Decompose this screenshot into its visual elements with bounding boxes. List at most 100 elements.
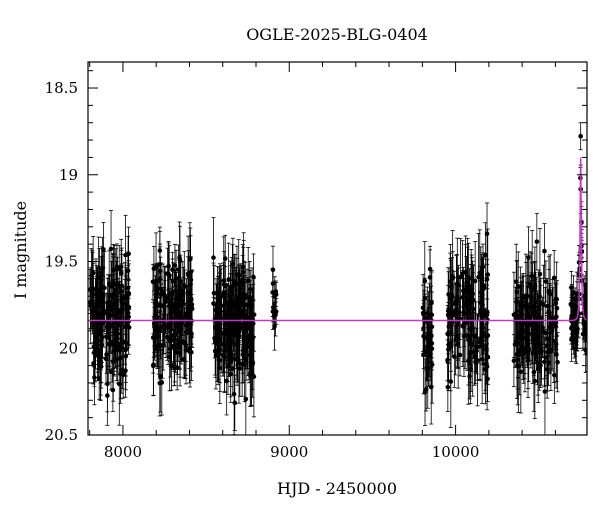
data-marker [241,302,247,307]
data-marker [250,361,255,367]
data-point [251,253,256,301]
data-point [477,320,483,364]
y-tick-label: 18.5 [45,79,78,97]
data-point [583,271,587,299]
data-marker [221,278,227,283]
data-marker [535,323,540,329]
data-marker [123,252,128,258]
data-point [212,326,218,376]
data-marker [511,312,517,318]
data-marker [157,276,163,282]
data-marker [455,334,461,339]
data-point [421,315,426,357]
plot-frame [87,61,588,436]
data-point [92,302,98,383]
data-point [484,202,490,266]
data-point [90,272,95,330]
data-marker [534,239,540,244]
data-marker [480,308,486,314]
data-marker [446,347,451,352]
data-marker [483,252,488,258]
data-marker [234,342,240,347]
data-point [457,333,463,377]
data-marker [117,381,122,387]
data-marker [542,248,547,254]
data-marker [230,313,235,319]
data-point [216,266,222,329]
data-marker [118,264,124,270]
x-tick-label: 8000 [104,443,142,461]
data-marker [160,343,165,349]
data-marker [448,279,453,284]
data-marker [542,389,548,394]
data-marker [537,294,543,299]
data-point [473,339,478,385]
data-marker [124,322,130,327]
data-point [452,325,457,388]
data-marker [545,303,550,309]
data-marker [423,349,429,354]
data-point [171,328,176,364]
chart-title: OGLE-2025-BLG-0404 [246,25,428,44]
data-marker [485,272,491,277]
data-point [104,335,109,374]
data-point [105,365,110,426]
data-marker [177,342,183,348]
data-marker [484,231,490,237]
data-point [542,223,547,279]
data-marker [171,332,177,338]
data-marker [104,352,109,357]
data-marker [552,372,557,378]
data-marker [237,299,243,305]
data-marker [553,301,559,306]
data-marker [270,281,276,286]
data-marker [477,339,483,345]
data-point [448,303,454,382]
data-point [113,284,119,349]
data-marker [213,339,218,344]
data-marker [122,296,128,301]
data-point [222,321,227,393]
data-marker [126,290,132,296]
data-marker [211,290,217,296]
data-marker [545,336,550,342]
data-point [478,265,483,340]
data-point [429,270,434,336]
data-point [227,296,232,363]
data-point [240,274,246,348]
data-point [172,243,178,287]
data-point [531,332,537,412]
data-marker [232,400,238,406]
data-marker [578,133,583,139]
data-marker [170,267,175,272]
data-marker [118,309,124,315]
data-marker [106,329,112,335]
data-marker [247,295,253,300]
data-marker [211,301,216,306]
data-marker [153,264,159,269]
data-marker [165,271,170,276]
data-marker [95,347,101,353]
data-marker [96,376,102,381]
data-marker [478,300,483,306]
data-marker [445,357,450,363]
data-point [451,270,457,337]
data-point [183,305,189,347]
data-point [535,293,540,359]
data-marker [422,295,428,301]
data-point [189,300,194,368]
data-marker [555,359,560,365]
data-point [124,298,130,351]
data-point [165,297,171,353]
data-point [157,349,163,417]
data-marker [175,314,181,319]
data-point [578,122,583,151]
data-point [237,267,243,337]
data-marker [162,297,168,303]
data-marker [120,345,125,351]
data-point [96,357,102,400]
data-point [119,270,125,347]
data-marker [125,310,131,316]
data-marker [574,328,579,334]
data-point [90,262,96,317]
